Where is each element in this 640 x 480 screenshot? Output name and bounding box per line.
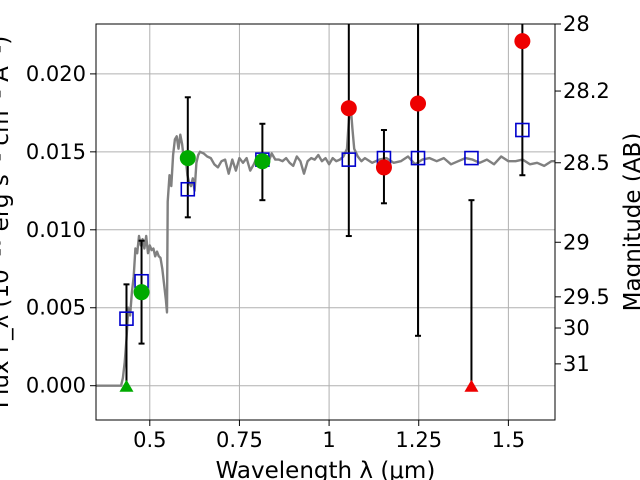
y-tick-label: 0.020 [26, 62, 86, 86]
grid-lines [96, 24, 555, 420]
model-photometry-square [410, 150, 426, 166]
non-detection-triangle [119, 379, 134, 392]
hst-data-point [375, 159, 392, 176]
x-tick-label: 1.25 [395, 428, 442, 452]
non-detection-triangle [464, 379, 479, 392]
y-tick-label: 0.000 [26, 374, 86, 398]
ticks-layer: 0.5 0.75 1 1.25 1.5 0.000 0.005 0.010 0.015 0.020… [26, 12, 610, 452]
model-photometry-square [180, 181, 196, 197]
right-axis-title: Magnitude (AB) [620, 133, 640, 312]
right-tick-label: 30 [563, 316, 590, 340]
model-photometry-square [464, 150, 479, 166]
x-tick-label: 0.5 [133, 428, 166, 452]
plot-frame [95, 23, 556, 421]
x-tick-label: 0.75 [216, 428, 263, 452]
hst-data-point [514, 33, 531, 50]
ground-data-point [179, 150, 196, 167]
hst-data-point [410, 95, 427, 112]
x-tick-label: 1.5 [492, 428, 525, 452]
right-tick-label: 29 [563, 230, 590, 254]
ground-data-point [254, 153, 271, 170]
model-photometry-square [119, 311, 134, 326]
right-tick-label: 28.2 [563, 79, 610, 103]
y-tick-label: 0.010 [26, 218, 86, 242]
error-bars-layer [123, 24, 526, 386]
ground-data-point [133, 284, 150, 301]
y-tick-label: 0.005 [26, 296, 86, 320]
x-axis-title: Wavelength λ (μm) [216, 458, 436, 480]
right-tick-label: 29.5 [563, 285, 610, 309]
right-tick-label: 31 [563, 352, 590, 376]
spectrum-layer [96, 103, 555, 387]
x-tick-label: 1 [322, 428, 335, 452]
y-axis-title: Flux F_λ (10⁻¹⁸ erg s⁻¹ cm⁻² Å⁻¹) [0, 36, 14, 408]
y-tick-label: 0.015 [26, 140, 86, 164]
right-tick-label: 28 [563, 12, 590, 36]
right-tick-label: 28.5 [563, 151, 610, 175]
model-photometry-square [515, 122, 530, 138]
model-photometry-square [341, 152, 357, 167]
markers-layer [119, 33, 531, 392]
hst-data-point [340, 100, 357, 117]
spectrum-line [96, 103, 555, 387]
